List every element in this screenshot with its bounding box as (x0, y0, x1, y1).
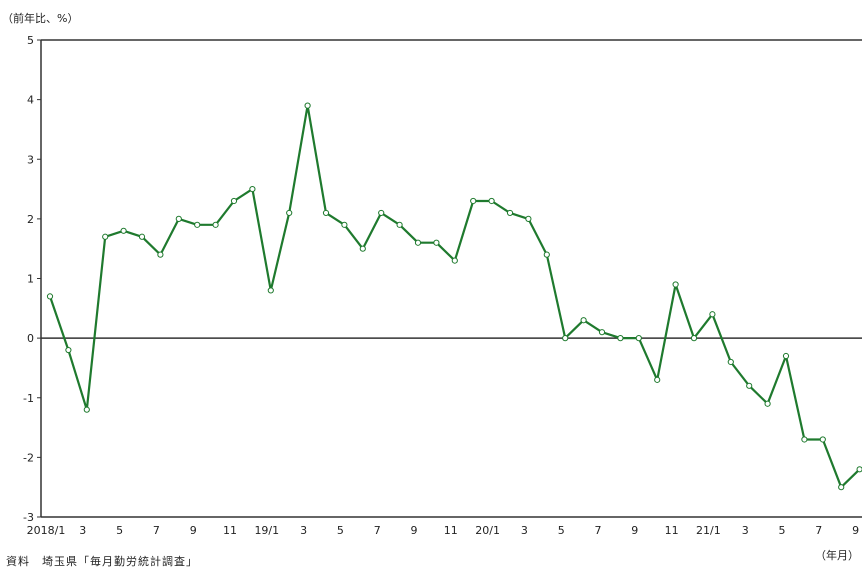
data-point (801, 436, 808, 443)
x-tick-label: 9 (411, 524, 418, 537)
data-point (414, 239, 422, 246)
chart-axes (40, 39, 862, 518)
data-point (488, 197, 495, 205)
data-point (322, 209, 330, 217)
x-tick-label: 9 (631, 524, 638, 537)
data-point (359, 245, 366, 252)
data-point (65, 346, 72, 354)
source-note: 資料 埼玉県「毎月勤労統計調査」 (6, 555, 198, 568)
data-point (654, 376, 661, 383)
x-tick-label: 3 (742, 524, 749, 537)
x-tick-label: 7 (815, 524, 822, 537)
x-tick-label: 2018/1 (27, 524, 66, 537)
y-tick-label: 3 (27, 153, 34, 166)
y-tick-label: -2 (23, 451, 34, 464)
series-group (46, 102, 862, 491)
data-point (194, 221, 201, 228)
data-point (727, 358, 734, 366)
x-tick-label: 11 (665, 524, 679, 537)
data-point (856, 466, 862, 473)
y-tick-label: 4 (27, 94, 34, 107)
data-point (46, 293, 54, 300)
x-tick-label: 7 (153, 524, 160, 537)
data-point (138, 233, 146, 240)
data-point (267, 287, 274, 294)
data-point (378, 209, 385, 217)
data-point (341, 221, 348, 228)
data-point (635, 335, 642, 342)
y-axis-unit-label: （前年比、%） (2, 11, 78, 25)
data-point (102, 233, 109, 240)
y-axis-ticks: 5 4 3 2 1 0 -1 -2 -3 (23, 34, 41, 524)
data-point (709, 311, 716, 318)
data-point (120, 227, 127, 234)
y-tick-label: 1 (27, 273, 34, 286)
data-point (562, 335, 569, 342)
data-point (249, 185, 256, 193)
x-tick-label: 21/1 (696, 524, 721, 537)
data-point (451, 257, 458, 264)
x-tick-label: 9 (852, 524, 859, 537)
x-tick-label: 3 (300, 524, 307, 537)
x-tick-label: 5 (558, 524, 565, 537)
data-point (580, 317, 587, 324)
x-tick-label: 9 (190, 524, 197, 537)
data-point (672, 281, 679, 288)
x-tick-label: 3 (79, 524, 86, 537)
x-tick-label: 19/1 (254, 524, 279, 537)
x-tick-label: 11 (444, 524, 458, 537)
x-tick-label: 5 (779, 524, 786, 537)
data-point (83, 406, 90, 413)
x-tick-label: 7 (595, 524, 602, 537)
data-point (470, 197, 477, 205)
data-point (286, 209, 293, 217)
data-point (304, 102, 311, 109)
y-tick-label: 5 (27, 34, 34, 47)
x-tick-label: 5 (337, 524, 344, 537)
x-tick-label: 7 (374, 524, 381, 537)
data-point (230, 197, 238, 205)
data-point (690, 335, 698, 342)
data-point (525, 215, 532, 222)
data-point (433, 239, 440, 246)
data-point (175, 215, 182, 222)
series-line (48, 104, 861, 489)
data-point (838, 484, 845, 491)
x-axis-ticks: 2018/1 3 5 7 9 11 19/1 3 5 7 9 11 20/1 3 5 7 9 11 21/1 3 5 7 9 (27, 524, 859, 537)
data-point (543, 251, 550, 258)
data-point (764, 400, 771, 407)
x-tick-label: 20/1 (475, 524, 500, 537)
data-point (746, 382, 753, 389)
data-point (782, 352, 790, 360)
data-point (617, 335, 624, 342)
data-point (598, 329, 606, 336)
data-point (506, 209, 514, 217)
y-tick-label: 2 (27, 213, 34, 226)
x-tick-label: 11 (223, 524, 237, 537)
x-axis-unit-label: （年月） (815, 549, 859, 562)
data-point (157, 251, 164, 258)
data-point (212, 221, 219, 228)
y-tick-label: -1 (23, 392, 34, 405)
x-tick-label: 5 (116, 524, 123, 537)
y-tick-label: -3 (23, 511, 34, 524)
x-tick-label: 3 (521, 524, 528, 537)
data-point (396, 221, 403, 228)
data-point (819, 436, 826, 443)
y-tick-label: 0 (27, 332, 34, 345)
